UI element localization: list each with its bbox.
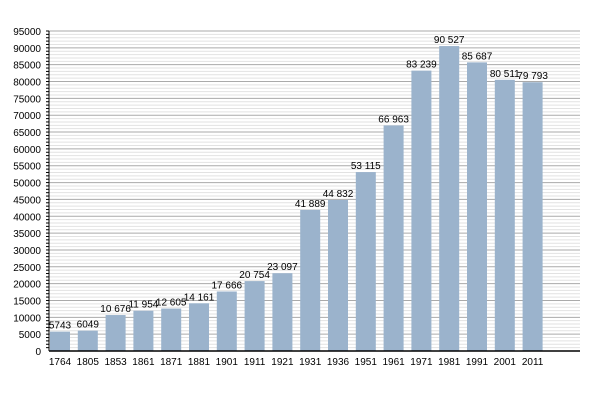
x-tick-label: 1853	[104, 357, 127, 368]
y-tick-label: 65000	[13, 128, 41, 139]
x-tick-label: 1931	[299, 357, 322, 368]
data-label: 44 832	[323, 189, 354, 200]
bar-1911	[244, 281, 265, 351]
x-tick-label: 1991	[466, 357, 489, 368]
x-tick-label: 1911	[244, 357, 266, 368]
x-tick-label: 1961	[382, 357, 405, 368]
y-tick-label: 20000	[13, 280, 41, 291]
y-tick-label: 90000	[13, 44, 41, 55]
bar-2011	[522, 82, 543, 352]
data-label: 85 687	[462, 51, 493, 62]
y-tick-label: 70000	[13, 111, 41, 122]
data-label: 90 527	[434, 35, 465, 46]
y-tick-label: 80000	[13, 78, 41, 89]
y-tick-label: 75000	[13, 94, 41, 105]
x-tick-label: 1936	[327, 357, 350, 368]
bar-1901	[216, 291, 237, 351]
bar-1936	[328, 199, 348, 351]
x-tick-label: 1981	[438, 357, 461, 368]
data-label: 20 754	[239, 270, 270, 281]
data-label: 5743	[49, 321, 72, 332]
data-label: 14 161	[184, 292, 215, 303]
x-tick-label: 1805	[77, 357, 100, 368]
y-tick-label: 0	[35, 347, 41, 358]
bar-1764	[50, 331, 70, 351]
x-tick-label: 1764	[49, 357, 72, 368]
bar-1853	[105, 315, 126, 351]
y-tick-label: 40000	[13, 212, 41, 223]
bar-1971	[411, 70, 432, 351]
data-label: 79 793	[517, 71, 548, 82]
x-tick-label: 1921	[271, 357, 294, 368]
data-label: 10 676	[100, 304, 131, 315]
data-label: 11 954	[128, 300, 158, 311]
x-tick-label: 1971	[410, 357, 433, 368]
data-label: 6049	[77, 320, 100, 331]
bar-1881	[189, 303, 209, 351]
bar-1981	[439, 46, 460, 351]
y-tick-label: 85000	[13, 61, 41, 72]
bar-1871	[161, 308, 182, 351]
axes: 0 5000 10000 15000 20000 25000 30000 35000 40000…	[13, 27, 580, 368]
y-tick-label: 5000	[19, 330, 42, 341]
y-tick-label: 10000	[13, 313, 41, 324]
y-tick-label: 55000	[13, 162, 41, 173]
data-label: 23 097	[267, 262, 298, 273]
data-label: 41 889	[295, 199, 326, 210]
y-tick-label: 60000	[13, 145, 41, 156]
data-label: 80 511	[490, 69, 520, 80]
data-label: 83 239	[406, 60, 437, 71]
bar-1961	[383, 125, 404, 351]
x-tick-label: 2001	[494, 357, 517, 368]
data-label: 66 963	[378, 114, 409, 125]
bar-1805	[77, 330, 98, 351]
x-tick-label: 1861	[132, 357, 155, 368]
bars	[50, 46, 543, 352]
y-tick-label: 35000	[13, 229, 41, 240]
y-tick-label: 50000	[13, 179, 41, 190]
y-tick-label: 95000	[13, 27, 41, 38]
x-tick-label: 1951	[355, 357, 378, 368]
data-label: 17 666	[212, 280, 243, 291]
data-label: 53 115	[351, 161, 381, 172]
bar-1931	[300, 209, 321, 351]
data-label: 12 605	[156, 298, 187, 309]
y-tick-label: 45000	[13, 195, 41, 206]
x-tick-label: 1901	[216, 357, 239, 368]
x-tick-label: 1881	[188, 357, 211, 368]
bar-1951	[355, 172, 376, 351]
bar-1991	[467, 62, 487, 351]
x-tick-label: 1871	[160, 357, 183, 368]
bar-1861	[133, 310, 154, 351]
y-tick-label: 15000	[13, 296, 41, 307]
bar-2001	[494, 79, 515, 351]
y-tick-label: 30000	[13, 246, 41, 257]
y-tick-label: 25000	[13, 263, 41, 274]
x-tick-label: 2011	[522, 357, 544, 368]
bar-1921	[272, 273, 293, 351]
